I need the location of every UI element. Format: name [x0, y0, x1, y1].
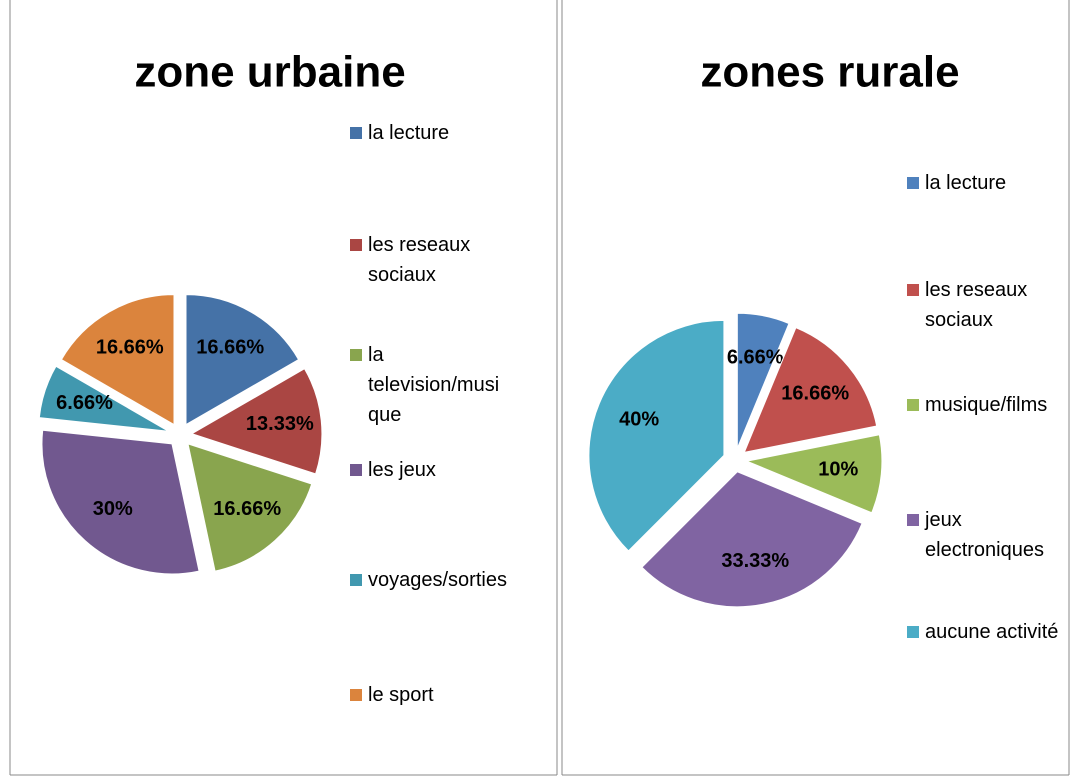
legend-label: jeux electroniques — [925, 509, 1044, 561]
data-label: 16.66% — [196, 336, 264, 358]
pie-slice — [187, 443, 313, 572]
data-label: 40% — [619, 409, 659, 431]
legend-item: les jeux — [348, 455, 508, 485]
pie-slice — [41, 429, 200, 575]
legend-item: les reseaux sociaux — [348, 230, 508, 290]
legend-label: la lecture — [368, 122, 450, 144]
legend-swatch — [907, 514, 919, 526]
legend-swatch — [350, 689, 362, 701]
legend-item: la television/musique — [348, 340, 508, 430]
pie-slice — [641, 471, 863, 608]
legend-swatch — [350, 127, 362, 139]
legend-item: les reseaux sociaux — [905, 275, 1065, 335]
legend-swatch — [350, 239, 362, 251]
legend-label: musique/films — [925, 394, 1048, 416]
legend-swatch — [350, 464, 362, 476]
legend-item: le sport — [348, 680, 508, 710]
data-label: 6.66% — [56, 392, 113, 414]
data-label: 16.66% — [96, 336, 164, 358]
legend-swatch — [907, 284, 919, 296]
legend-swatch — [907, 177, 919, 189]
legend-label: voyages/sorties — [368, 569, 507, 591]
data-label: 10% — [818, 458, 858, 480]
data-label: 33.33% — [721, 550, 789, 572]
pie-slice — [38, 365, 169, 432]
legend-item: jeux electroniques — [905, 505, 1065, 565]
legend-swatch — [350, 574, 362, 586]
data-label: 13.33% — [246, 413, 314, 435]
pie-slice — [745, 434, 883, 514]
legend-item: musique/films — [905, 390, 1065, 420]
data-label: 30% — [93, 498, 133, 520]
legend-label: les reseaux sociaux — [368, 234, 471, 286]
pie-slice — [60, 294, 175, 426]
legend-label: la television/musique — [368, 344, 500, 426]
legend-item: la lecture — [905, 168, 1065, 198]
legend-swatch — [907, 399, 919, 411]
legend-swatch — [907, 626, 919, 638]
pie-slice — [190, 368, 323, 475]
legend-item: la lecture — [348, 118, 508, 148]
pie-slice — [736, 312, 790, 449]
legend-label: les jeux — [368, 459, 436, 481]
pie-slice — [743, 326, 878, 454]
pie-slice — [185, 294, 300, 426]
legend-label: aucune activité — [925, 621, 1059, 643]
data-label: 16.66% — [213, 498, 281, 520]
legend-swatch — [350, 349, 362, 361]
legend-label: le sport — [368, 684, 434, 706]
chart-title: zone urbaine — [134, 48, 405, 97]
legend-label: les reseaux sociaux — [925, 279, 1028, 331]
data-label: 6.66% — [727, 346, 784, 368]
data-label: 16.66% — [781, 382, 849, 404]
pie-slice — [588, 319, 725, 552]
legend-item: voyages/sorties — [348, 565, 508, 595]
legend-item: aucune activité — [905, 617, 1065, 647]
legend-label: la lecture — [925, 172, 1007, 194]
chart-title: zones rurale — [700, 48, 959, 97]
